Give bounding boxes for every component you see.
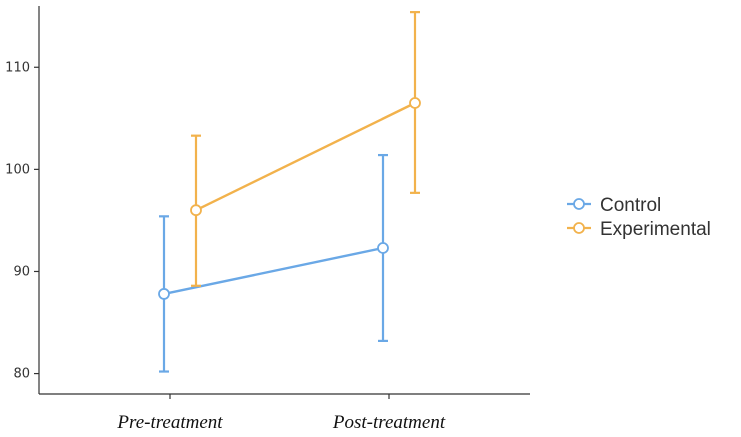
series-experimental: [190, 11, 421, 287]
y-ticks: 80 90 100 110: [5, 60, 39, 382]
x-category-label: Post-treatment: [332, 412, 446, 433]
data-point: [190, 204, 202, 217]
legend-item-control: Control: [567, 195, 661, 216]
y-tick-label: 80: [13, 367, 30, 382]
series-layer: [158, 11, 421, 373]
x-ticks: Pre-treatment Post-treatment: [116, 394, 446, 433]
legend-label: Experimental: [600, 219, 711, 240]
data-point: [377, 242, 389, 254]
data-point: [158, 288, 170, 300]
series-control: [158, 153, 389, 373]
x-category-label: Pre-treatment: [116, 412, 223, 433]
data-point: [409, 97, 421, 109]
axes: [38, 6, 530, 395]
series-line: [195, 101, 416, 212]
legend-marker: [573, 222, 585, 234]
legend: Control Experimental: [567, 195, 711, 240]
y-tick-label: 100: [5, 162, 30, 177]
y-tick-label: 90: [13, 264, 30, 279]
y-tick-label: 110: [5, 60, 30, 75]
legend-label: Control: [600, 195, 661, 216]
legend-item-experimental: Experimental: [567, 219, 711, 240]
legend-marker: [573, 198, 585, 210]
